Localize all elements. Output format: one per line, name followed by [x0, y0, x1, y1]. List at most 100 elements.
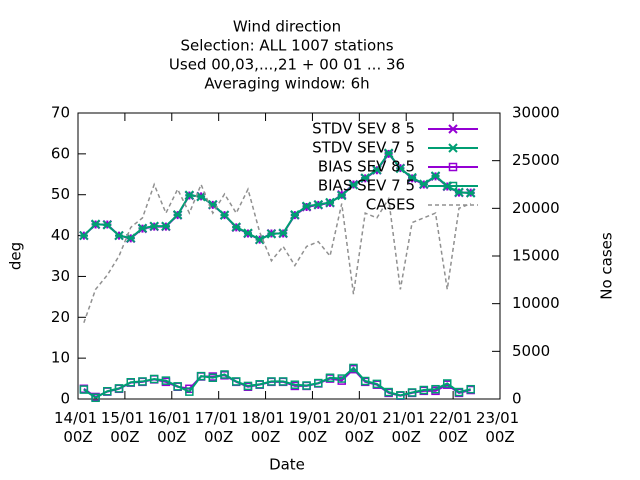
- data-point: [91, 393, 100, 403]
- data-point: [149, 221, 159, 231]
- x-tick-label: 15/01 00Z: [101, 409, 149, 446]
- data-point: [372, 165, 382, 175]
- legend-label: BIAS SEV 7 5: [318, 177, 415, 195]
- data-point: [348, 180, 359, 190]
- data-point: [149, 374, 159, 384]
- x-tick-label: 21/01 00Z: [382, 409, 430, 446]
- y-tick-label: 50: [51, 185, 70, 203]
- data-point: [419, 385, 429, 395]
- chart-title: Used 00,03,...,21 + 00 01 ... 36: [169, 56, 405, 74]
- data-point: [419, 179, 429, 189]
- data-point: [161, 376, 171, 385]
- data-point: [430, 171, 441, 181]
- x-tick-label: 22/01 00Z: [429, 409, 477, 446]
- data-point: [184, 190, 195, 200]
- data-point: [454, 387, 464, 397]
- data-point: [313, 199, 324, 210]
- y-tick-label: 70: [51, 104, 70, 122]
- data-point: [395, 163, 406, 174]
- data-point: [372, 379, 382, 389]
- legend-marker: [448, 162, 458, 172]
- data-point: [196, 371, 206, 381]
- data-point: [349, 363, 358, 373]
- chart-title: Averaging window: 6h: [204, 75, 369, 93]
- data-point: [290, 210, 300, 220]
- y2-tick-label: 25000: [512, 151, 560, 169]
- data-point: [185, 387, 194, 396]
- legend-marker: [448, 124, 458, 134]
- data-point: [114, 384, 124, 393]
- data-point: [278, 228, 288, 238]
- legend-marker: [448, 143, 458, 153]
- data-point: [161, 221, 171, 231]
- data-point: [220, 370, 229, 379]
- data-point: [196, 192, 206, 202]
- x-tick-label: 14/01 00Z: [54, 409, 102, 446]
- data-point: [138, 377, 147, 386]
- data-point: [103, 386, 112, 396]
- data-point: [243, 228, 253, 238]
- data-point: [79, 230, 89, 241]
- data-point: [208, 373, 218, 383]
- data-point: [266, 229, 277, 239]
- data-point: [173, 382, 182, 391]
- x-tick-label: 23/01 00Z: [476, 409, 524, 446]
- legend-label: STDV SEV 8 5: [312, 120, 415, 138]
- x-tick-label: 17/01 00Z: [195, 409, 243, 446]
- data-point: [360, 173, 370, 183]
- data-point: [407, 172, 417, 183]
- data-point: [396, 391, 405, 400]
- data-point: [466, 384, 475, 394]
- series-line: [83, 151, 471, 241]
- data-point: [90, 219, 101, 229]
- data-point: [231, 222, 241, 232]
- legend-marker: [448, 181, 458, 191]
- data-point: [290, 380, 300, 389]
- y2-axis-label: No cases: [598, 232, 616, 300]
- data-point: [278, 377, 288, 386]
- legend-label: BIAS SEV 8 5: [318, 158, 415, 176]
- chart-title: Wind direction: [233, 18, 341, 36]
- data-point: [443, 379, 452, 388]
- data-point: [360, 376, 370, 386]
- data-point: [126, 377, 135, 387]
- data-point: [243, 381, 253, 391]
- y-tick-label: 60: [51, 144, 70, 162]
- data-point: [79, 385, 89, 394]
- y2-tick-label: 10000: [512, 294, 560, 312]
- y2-tick-label: 30000: [512, 104, 560, 122]
- y-axis-label: deg: [7, 242, 25, 270]
- x-axis-label: Date: [269, 456, 305, 474]
- data-point: [465, 188, 476, 198]
- data-point: [384, 387, 393, 397]
- data-point: [219, 210, 230, 220]
- data-point: [383, 148, 394, 158]
- y2-tick-label: 20000: [512, 199, 560, 217]
- data-point: [255, 380, 264, 389]
- y-tick-label: 30: [51, 267, 70, 285]
- series-line: [83, 182, 471, 323]
- y2-tick-label: 5000: [512, 342, 550, 360]
- y-tick-label: 0: [60, 390, 70, 408]
- data-point: [337, 190, 347, 201]
- series-line: [83, 366, 471, 399]
- data-point: [267, 377, 276, 386]
- data-point: [301, 201, 312, 211]
- data-point: [325, 197, 335, 208]
- data-point: [114, 230, 124, 241]
- legend-label: STDV SEV 7 5: [312, 139, 415, 157]
- x-tick-label: 20/01 00Z: [335, 409, 383, 446]
- data-point: [302, 381, 311, 390]
- data-point: [325, 373, 335, 383]
- x-tick-label: 19/01 00Z: [288, 409, 336, 446]
- x-tick-label: 18/01 00Z: [242, 409, 290, 446]
- data-point: [137, 223, 148, 233]
- chart-title: Selection: ALL 1007 stations: [180, 37, 393, 55]
- legend-label: CASES: [366, 196, 415, 214]
- data-point: [314, 378, 323, 388]
- data-point: [431, 384, 440, 394]
- y-tick-label: 10: [51, 349, 70, 367]
- y-tick-label: 40: [51, 226, 70, 244]
- data-point: [102, 220, 113, 230]
